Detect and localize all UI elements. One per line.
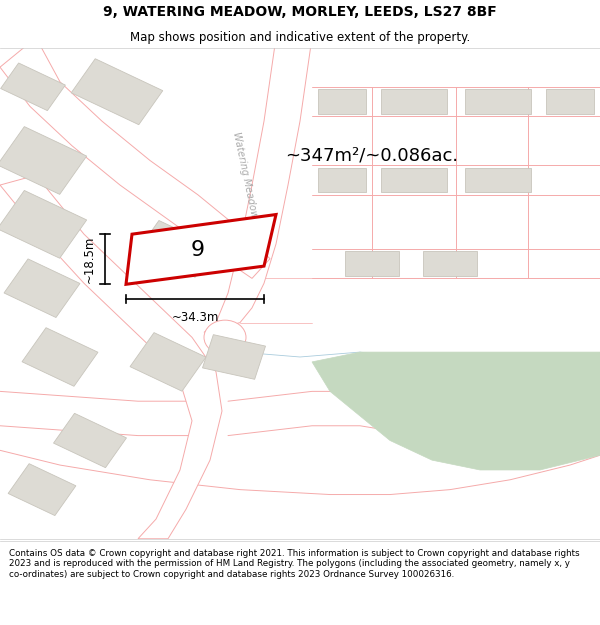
Polygon shape xyxy=(53,413,127,468)
Polygon shape xyxy=(0,175,222,539)
Polygon shape xyxy=(318,168,366,192)
Polygon shape xyxy=(0,38,270,278)
Polygon shape xyxy=(71,59,163,125)
Polygon shape xyxy=(546,89,594,114)
Polygon shape xyxy=(312,352,600,470)
Polygon shape xyxy=(4,259,80,318)
Text: Watering Meadow: Watering Meadow xyxy=(231,131,259,219)
Polygon shape xyxy=(8,464,76,516)
Text: ~18.5m: ~18.5m xyxy=(83,236,96,283)
Polygon shape xyxy=(138,221,216,278)
Polygon shape xyxy=(1,63,65,111)
Polygon shape xyxy=(204,38,312,332)
Polygon shape xyxy=(381,168,447,192)
Text: 9: 9 xyxy=(191,241,205,261)
Polygon shape xyxy=(423,251,477,276)
Polygon shape xyxy=(202,334,266,379)
Polygon shape xyxy=(130,332,206,391)
Polygon shape xyxy=(0,191,86,258)
Polygon shape xyxy=(465,89,531,114)
Polygon shape xyxy=(22,328,98,386)
Text: ~347m²/~0.086ac.: ~347m²/~0.086ac. xyxy=(286,147,458,164)
Polygon shape xyxy=(126,214,276,284)
Polygon shape xyxy=(345,251,399,276)
Text: ~34.3m: ~34.3m xyxy=(172,311,218,324)
Polygon shape xyxy=(381,89,447,114)
Polygon shape xyxy=(0,127,86,194)
Circle shape xyxy=(204,320,246,354)
Polygon shape xyxy=(318,89,366,114)
Text: Contains OS data © Crown copyright and database right 2021. This information is : Contains OS data © Crown copyright and d… xyxy=(9,549,580,579)
Text: Map shows position and indicative extent of the property.: Map shows position and indicative extent… xyxy=(130,31,470,44)
Polygon shape xyxy=(465,168,531,192)
Text: 9, WATERING MEADOW, MORLEY, LEEDS, LS27 8BF: 9, WATERING MEADOW, MORLEY, LEEDS, LS27 … xyxy=(103,6,497,19)
